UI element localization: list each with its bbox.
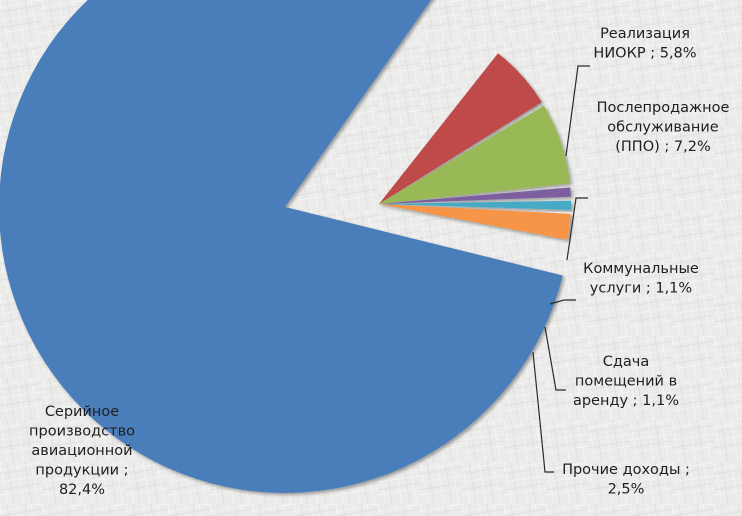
data-label-line: Послепродажное xyxy=(597,100,730,116)
data-label-line: Коммунальные xyxy=(583,261,699,277)
leader-line-niokr xyxy=(565,65,590,157)
leader-line-utilities xyxy=(549,299,576,305)
data-label-line: Реализация xyxy=(600,26,690,42)
data-label-line: обслуживание xyxy=(607,120,718,136)
data-label-line: помещений в xyxy=(575,374,677,390)
data-label-line: Серийное xyxy=(45,404,119,420)
data-label-serial-production: Серийное производство авиационной продукции… xyxy=(29,404,135,498)
slice-serial-production xyxy=(0,0,563,493)
data-label-line: услуги ; 1,1% xyxy=(590,281,692,297)
data-label-line: 82,4% xyxy=(59,482,105,498)
data-label-line: НИОКР ; 5,8% xyxy=(593,46,696,62)
data-label-utilities: Коммунальные услуги ; 1,1% xyxy=(583,261,699,297)
data-label-line: 2,5% xyxy=(608,482,645,498)
data-label-line: Сдача xyxy=(603,354,650,370)
leader-line-post-sale-service xyxy=(566,197,588,261)
pie-slices xyxy=(0,0,572,493)
data-label-niokr: Реализация НИОКР ; 5,8% xyxy=(593,26,696,62)
data-label-line: авиационной xyxy=(31,443,132,459)
slice-rent xyxy=(379,200,572,210)
data-label-line: Прочие доходы ; xyxy=(562,462,690,478)
data-label-other-income: Прочие доходы ; 2,5% xyxy=(562,462,690,498)
slice-utilities xyxy=(379,187,571,204)
data-label-line: (ППО) ; 7,2% xyxy=(615,139,710,155)
data-label-line: продукции ; xyxy=(35,463,128,479)
leader-line-rent xyxy=(544,326,566,391)
slice-other-income xyxy=(379,204,571,240)
leader-lines xyxy=(532,65,590,473)
data-label-rent: Сдача помещений в аренду ; 1,1% xyxy=(573,354,679,409)
data-label-line: производство xyxy=(29,424,135,440)
slice-post-sale-service xyxy=(379,105,570,204)
data-label-line: аренду ; 1,1% xyxy=(573,393,679,409)
data-label-post-sale-service: Послепродажное обслуживание (ППО) ; 7,2% xyxy=(597,100,730,155)
slice-niokr xyxy=(379,53,542,204)
leader-line-other-income xyxy=(532,351,554,473)
